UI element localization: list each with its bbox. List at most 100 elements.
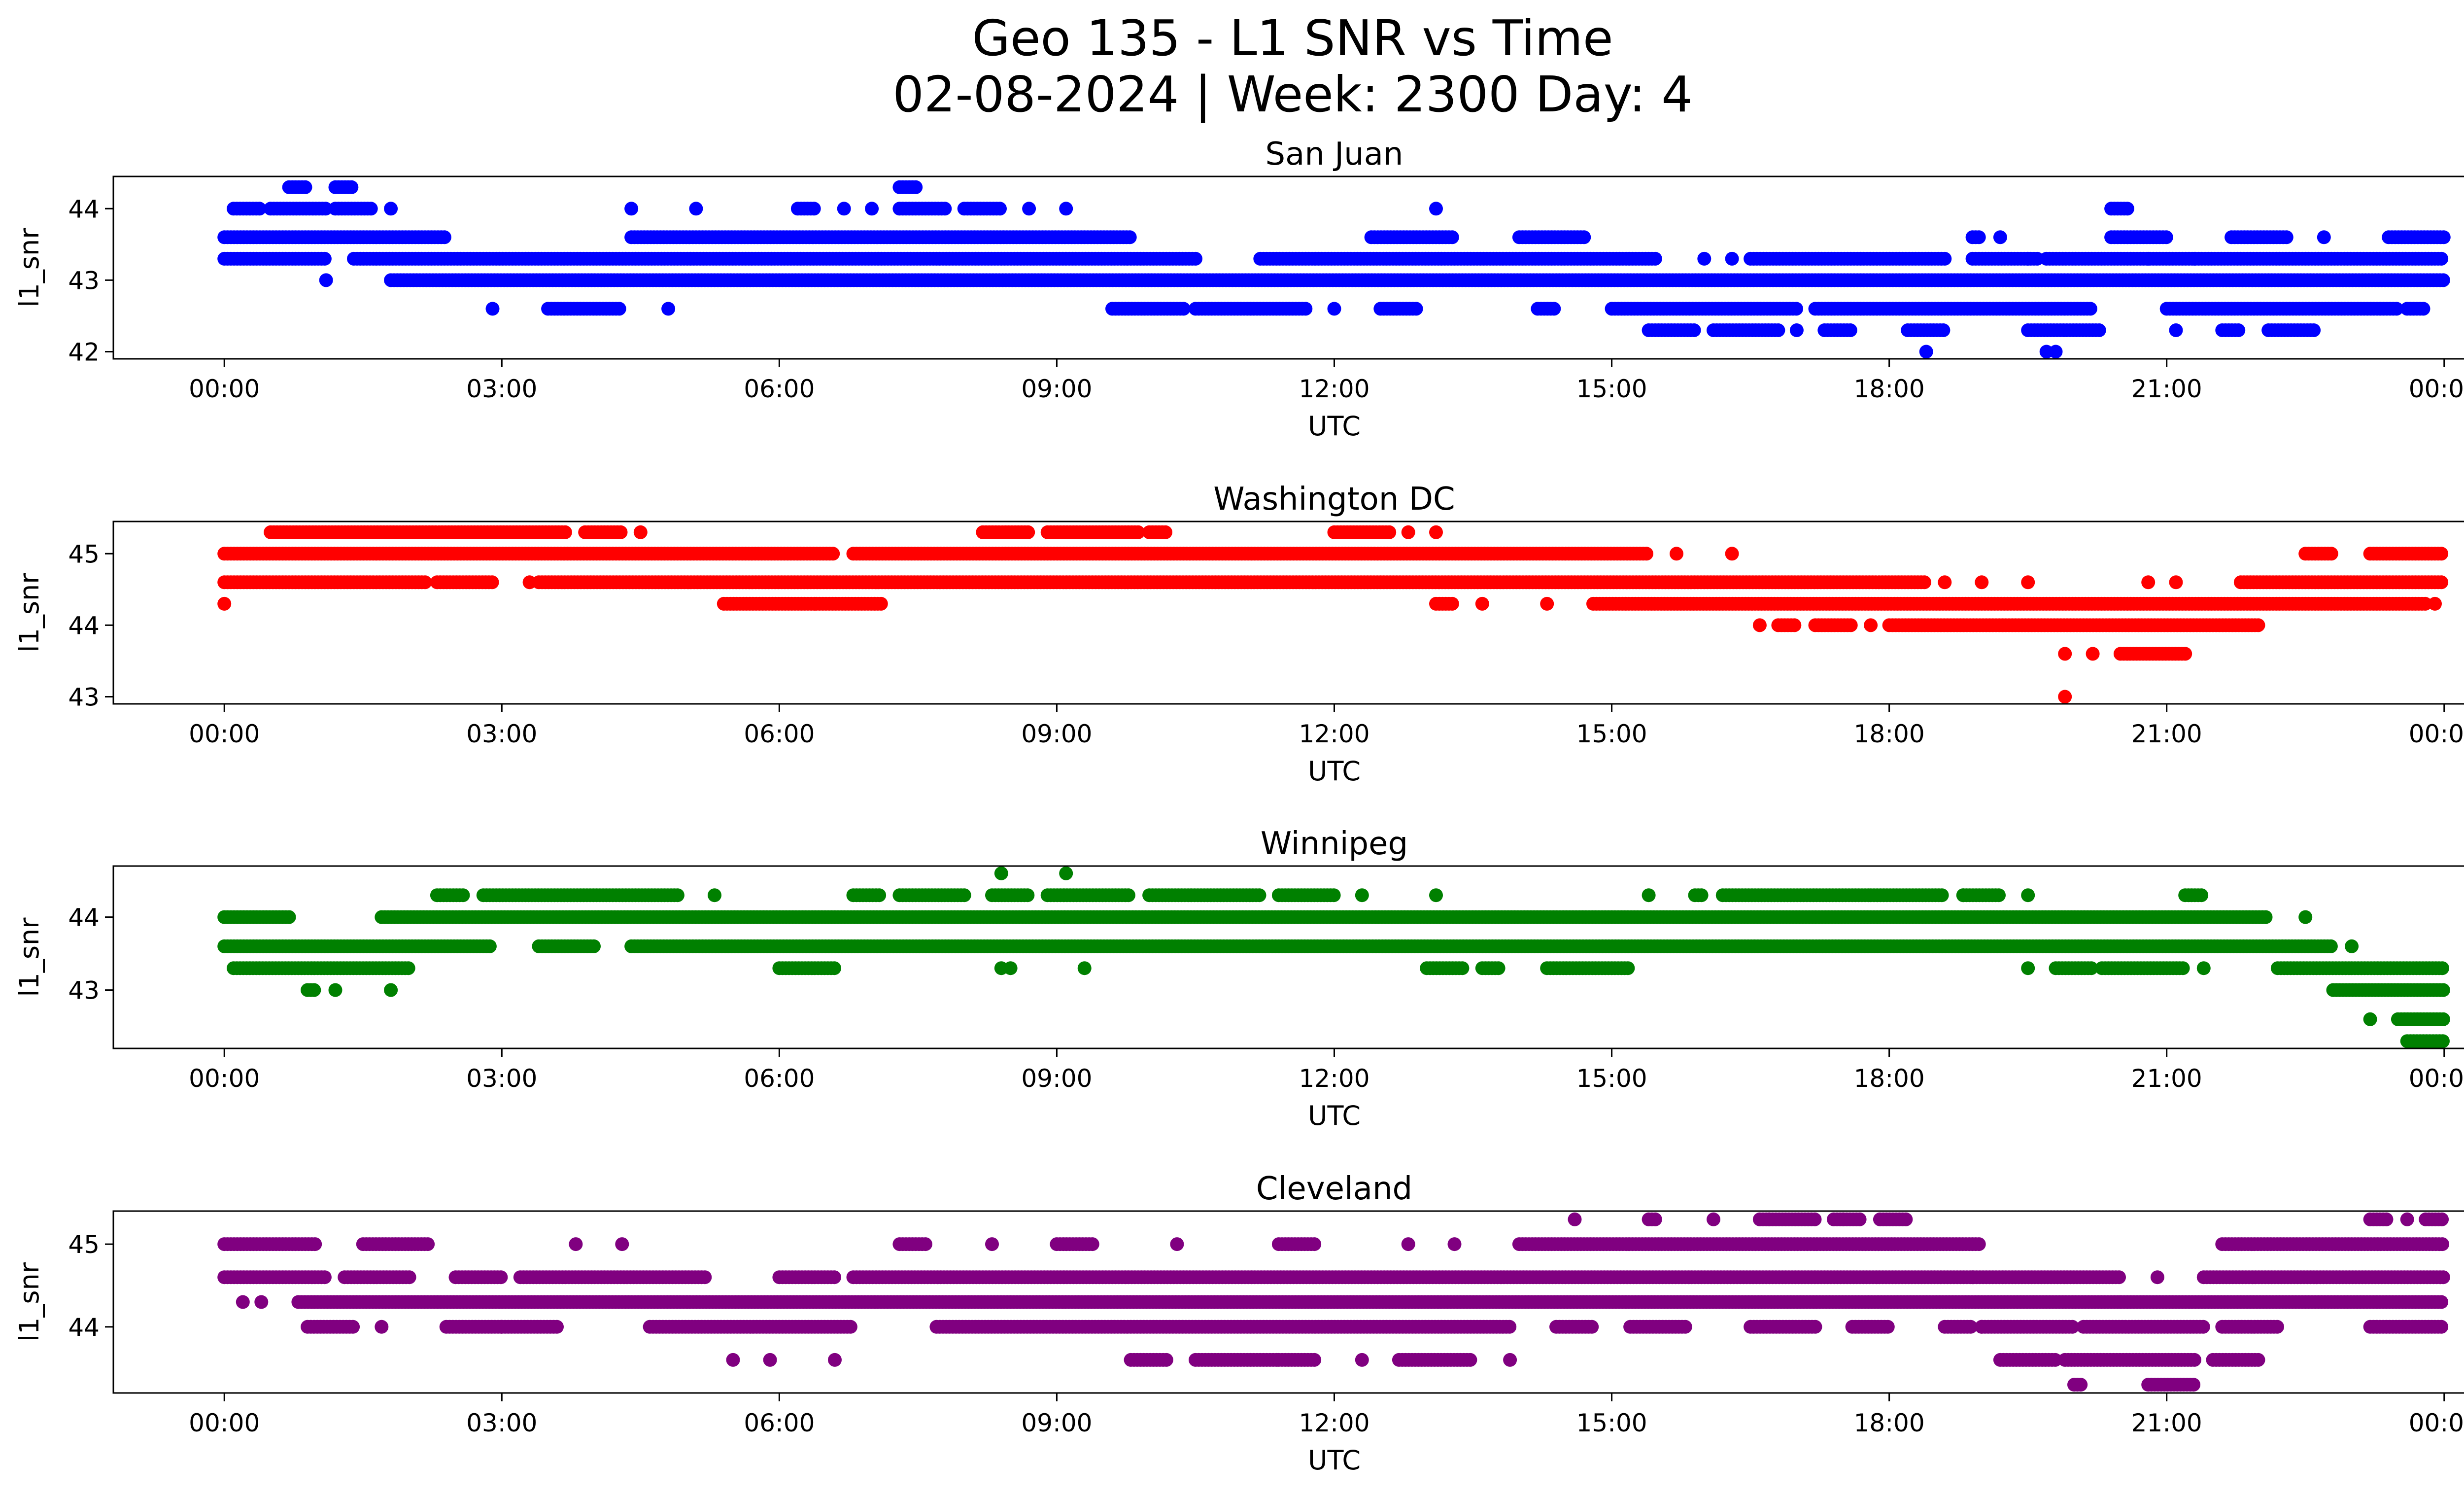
data-point [1864,618,1878,632]
data-point [1789,302,1803,316]
data-point [1844,618,1858,632]
data-point [1401,525,1415,539]
figure-title-line2: 02-08-2024 | Week: 2300 Day: 4 [892,66,1692,123]
x-tick-label: 09:00 [1021,720,1092,748]
data-point [319,273,333,287]
subplot-title: San Juan [1266,136,1403,173]
y-axis-label: l1_snr [14,228,45,308]
data-point [2086,647,2100,661]
data-point [1936,323,1951,337]
data-point [689,202,703,216]
x-tick-label: 21:00 [2131,720,2202,748]
data-point [1022,202,1036,216]
data-point [1547,302,1561,316]
x-tick-label: 06:00 [744,720,815,748]
x-tick-label: 06:00 [744,375,815,403]
data-point [384,202,398,216]
data-point [485,302,500,316]
data-point [437,230,451,244]
data-point [1919,345,1933,359]
x-tick-label: 18:00 [1854,375,1925,403]
data-point [1299,302,1313,316]
x-tick-label: 12:00 [1299,720,1369,748]
x-tick-label: 03:00 [466,720,537,748]
data-point [1648,251,1662,266]
x-tick-label: 00:00 [189,720,260,748]
series-points [217,180,2451,359]
data-point [1938,575,1952,590]
data-point [2231,323,2246,337]
data-point [2251,618,2265,632]
data-point [1123,230,1137,244]
data-point [2021,575,2035,590]
data-point [2259,910,2273,924]
data-point [661,302,676,316]
data-point [1429,202,1443,216]
data-point [2159,230,2173,244]
data-point [2141,251,2156,266]
y-tick-label: 45 [68,540,100,568]
data-point [1409,302,1423,316]
data-point [2058,690,2072,704]
x-tick-label: 00:00 [189,375,260,403]
data-point [1938,251,1952,266]
data-point [1843,323,1857,337]
data-point [1021,525,1035,539]
data-point [2083,302,2097,316]
subplot-panels: San Juan 00:00 03:00 06:00 09:00 12:00 15:00 18… [14,136,2464,1476]
data-point [2317,230,2331,244]
data-point [1687,323,1701,337]
data-point [1577,230,1591,244]
data-point [938,202,952,216]
y-tick-label: 43 [68,266,100,295]
x-tick-label: 18:00 [1854,720,1925,748]
data-point [1059,202,1073,216]
data-point [2141,575,2156,590]
data-point [1327,302,1341,316]
data-point [1975,575,1989,590]
data-point [217,596,232,611]
data-point [1189,251,1202,266]
y-axis-label: l1_snr [14,573,45,653]
data-point [298,180,312,194]
y-tick-label: 44 [68,611,100,640]
y-tick-label: 42 [68,338,100,366]
data-point [1725,251,1739,266]
data-point [485,575,499,590]
data-point [1670,547,1683,561]
data-point [1382,525,1397,539]
data-point [1993,230,2007,244]
data-point [2049,345,2063,359]
data-point [317,251,332,266]
data-point [2434,251,2449,266]
data-point [1752,618,1767,632]
x-tick-label: 12:00 [1299,375,1369,403]
data-point [874,596,888,611]
data-point [614,525,628,539]
data-point [1789,323,1804,337]
data-point [364,202,378,216]
data-point [2120,202,2134,216]
x-tick-label: 03:00 [466,375,537,403]
data-point [1445,230,1459,244]
data-point [2021,251,2035,266]
data-point [344,180,359,194]
data-point [587,939,601,953]
data-point [1771,323,1785,337]
data-point [2169,323,2183,337]
data-point [1176,302,1191,316]
data-point [1697,251,1711,266]
data-point [522,575,537,590]
data-point [1429,525,1443,539]
subplot-title: Washington DC [1213,481,1455,518]
data-point [909,180,923,194]
data-point [807,202,821,216]
x-axis-label: UTC [1308,411,1361,442]
data-point [2279,230,2293,244]
x-tick-label: 15:00 [1576,375,1647,403]
data-point [624,202,639,216]
data-point [558,525,572,539]
y-tick-label: 44 [68,195,100,223]
